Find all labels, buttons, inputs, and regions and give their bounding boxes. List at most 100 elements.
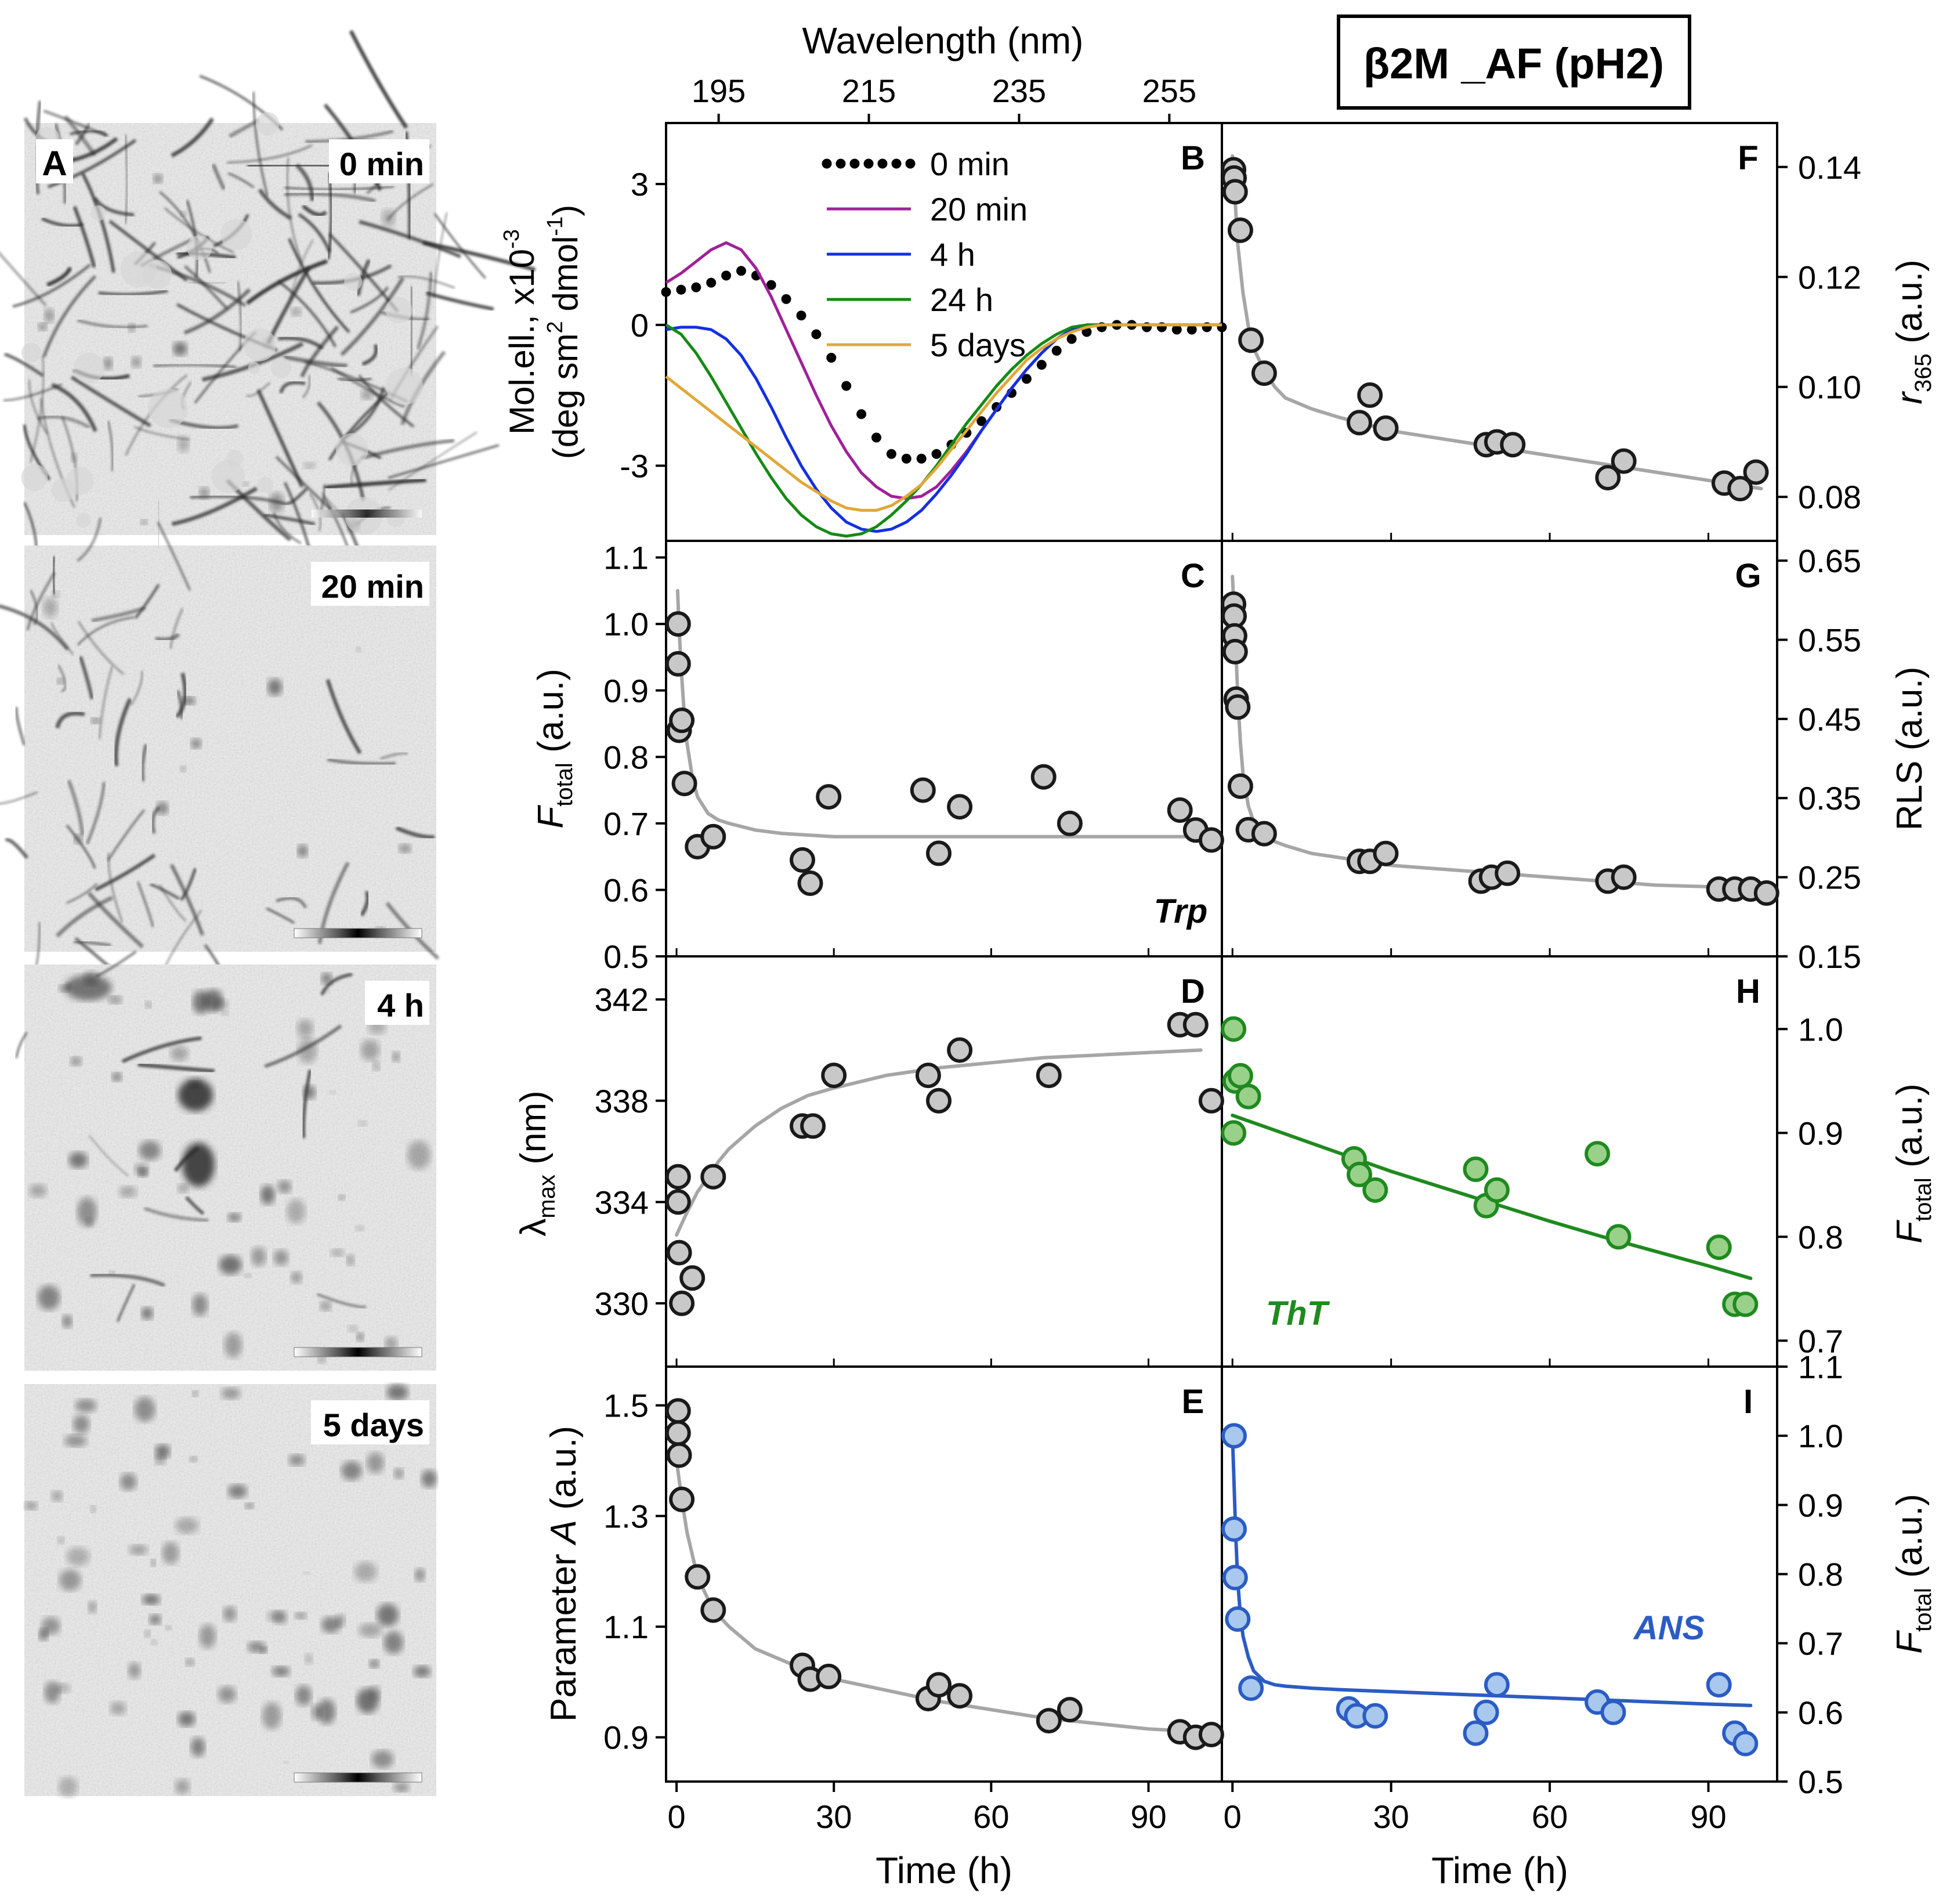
aggregate (110, 1701, 126, 1715)
aggregate (178, 1711, 196, 1727)
data-point-F (1227, 217, 1253, 243)
y-axis-label-E: Parameter A (a.u.) (544, 1426, 584, 1722)
y-tick-label-B: 3 (631, 166, 649, 203)
aggregate (338, 1194, 345, 1201)
aggregate (221, 1388, 241, 1400)
fibril (350, 286, 389, 314)
y-tick-label-H: 0.9 (1798, 1115, 1843, 1151)
fibril (89, 1135, 129, 1177)
aggregate (51, 1490, 63, 1502)
void (51, 478, 75, 503)
x-tick-label-bottom-E: 30 (816, 1798, 852, 1835)
fibril (77, 517, 102, 562)
panel-letter-background (36, 139, 73, 183)
series-dot-0min (691, 282, 701, 292)
panel-letter-E: E (1182, 1383, 1204, 1421)
void (335, 433, 368, 466)
legend-entry: 4 h (930, 236, 975, 273)
fibril (171, 117, 215, 158)
void (248, 362, 261, 374)
data-point-G (1495, 860, 1521, 886)
fibril (379, 752, 408, 760)
time-label: 5 days (323, 1407, 424, 1443)
fibril (359, 220, 462, 258)
aggregate (369, 1659, 379, 1668)
y-label-text: F (1890, 1220, 1930, 1244)
data-point-C (910, 777, 936, 803)
fibril (15, 707, 26, 746)
aggregate (356, 646, 361, 652)
y-label-text: λ (513, 1219, 554, 1237)
data-point-F (1251, 360, 1277, 386)
aggregate (287, 1199, 306, 1224)
fibril (397, 276, 455, 289)
y-tick-label-H: 0.7 (1798, 1323, 1843, 1359)
y-label-text: dmol (546, 236, 585, 321)
y-label-text: (nm) (513, 1090, 554, 1175)
series-dot-0min (721, 270, 732, 281)
y-axis-label-D: λmax (nm) (513, 1090, 560, 1236)
data-point-I (1362, 1703, 1388, 1729)
data-point-G (1222, 638, 1248, 664)
fibril (41, 217, 84, 227)
y-label-italic: A (544, 1520, 584, 1546)
fibril (302, 1070, 312, 1139)
scale-bar (294, 1347, 422, 1357)
fibril (95, 854, 156, 891)
y-tick-label-I: 0.5 (1798, 1764, 1843, 1800)
aggregate (421, 1469, 437, 1488)
series-dot-0min (781, 294, 791, 304)
data-point-E (926, 1672, 952, 1698)
time-label-background (365, 981, 429, 1025)
aggregate (283, 1761, 288, 1764)
data-point-C (671, 771, 697, 797)
data-point-F (1373, 415, 1399, 441)
x-tick-label-top: 255 (1142, 73, 1196, 109)
data-point-I (1222, 1565, 1248, 1591)
aggregate (155, 1455, 166, 1465)
fibril (279, 381, 306, 394)
aggregate (128, 323, 136, 333)
aggregate (321, 973, 332, 985)
aggregate (129, 1545, 148, 1555)
fibril (87, 891, 144, 949)
aggregate (386, 1384, 408, 1401)
aggregate (151, 1639, 157, 1646)
y-tick-label-E: 0.9 (603, 1719, 649, 1756)
aggregate (149, 1614, 161, 1625)
aggregate (199, 1624, 216, 1649)
fibril (28, 380, 48, 435)
data-point-D (915, 1063, 941, 1089)
aggregate (64, 1435, 87, 1447)
y-tick-label-I: 0.9 (1798, 1487, 1843, 1523)
data-point-I (1600, 1699, 1626, 1725)
fibril (288, 238, 350, 333)
aggregate (413, 1665, 431, 1678)
y-tick-label-C: 0.6 (603, 872, 649, 908)
data-point-E (669, 1486, 695, 1512)
series-dot-0min (1051, 345, 1062, 356)
aggregate (44, 308, 55, 323)
series-dot-0min (766, 280, 776, 290)
fibril (0, 252, 47, 306)
aggregate (86, 1217, 94, 1227)
x-tick-label-bottom-E: 90 (1130, 1798, 1166, 1835)
fibril (66, 824, 96, 869)
aggregate (103, 357, 113, 370)
aggregate (140, 519, 148, 525)
legend-swatch-0min (891, 158, 902, 169)
y-tick-label-G: 0.65 (1798, 543, 1861, 579)
fibril (302, 375, 311, 399)
series-dot-0min (901, 453, 911, 464)
series-dot-0min (1036, 360, 1047, 370)
series-dot-0min (841, 381, 852, 391)
aggregate (62, 1314, 73, 1328)
y-tick-label-H: 0.8 (1798, 1219, 1843, 1255)
x-tick-label-bottom-I: 60 (1532, 1798, 1568, 1835)
time-label: 0 min (339, 146, 424, 182)
fibril (116, 1284, 136, 1323)
fibril (252, 92, 269, 197)
data-point-D (679, 1265, 706, 1291)
aggregate (180, 765, 186, 772)
legend-swatch-0min (905, 158, 916, 169)
